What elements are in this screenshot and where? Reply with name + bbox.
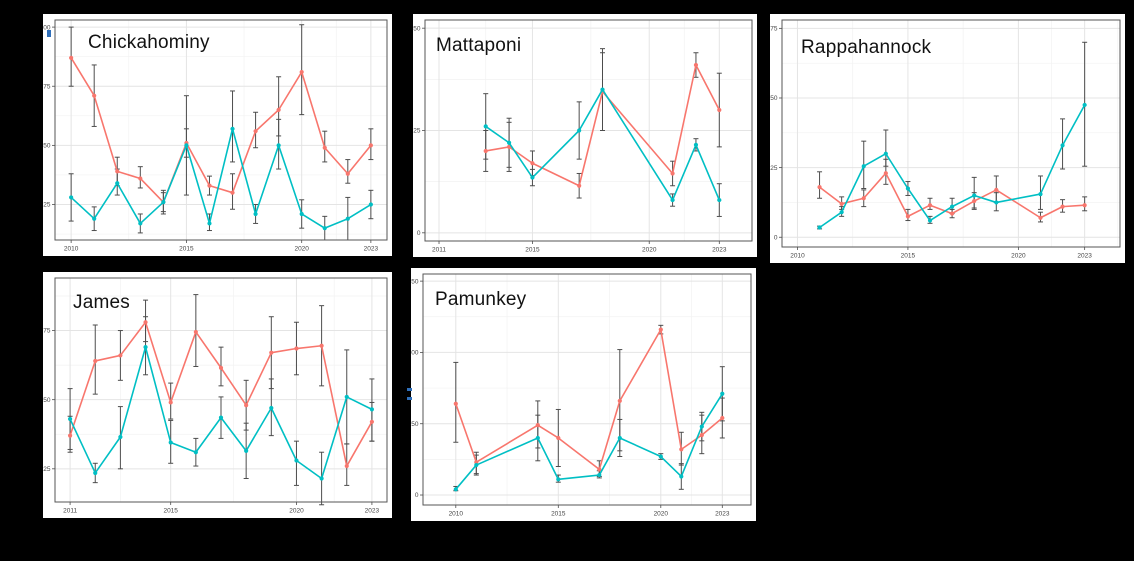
chart-rappahannock-panel: 2010 2015 2020 2023 0 25 50 75 Rappahannock: [770, 14, 1125, 263]
svg-text:2020: 2020: [289, 508, 304, 515]
svg-text:2011: 2011: [63, 508, 77, 515]
chart-pamunkey-panel: 2010 2015 2020 2023 0 50 100 150 Pamunkey: [411, 268, 756, 521]
chart-title-chickahominy: Chickahominy: [88, 32, 210, 53]
svg-text:2011: 2011: [432, 247, 446, 254]
svg-text:2023: 2023: [364, 246, 379, 253]
svg-text:2020: 2020: [1011, 253, 1026, 260]
svg-text:2023: 2023: [712, 247, 727, 254]
svg-text:50: 50: [411, 421, 419, 428]
mattaponi-plot: 2011 2015 2020 2023 0 25 50: [413, 19, 753, 254]
svg-text:50: 50: [43, 397, 51, 404]
svg-text:75: 75: [43, 83, 51, 90]
chart-james-panel: 2011 2015 2020 2023 25 50 75 James: [43, 272, 392, 518]
selection-dash-artifact: [407, 397, 412, 400]
svg-text:2023: 2023: [1077, 253, 1092, 260]
chart-chickahominy-panel: 2010 2015 2020 2023 25 50 75 100 Chickahominy: [43, 14, 392, 256]
svg-text:0: 0: [415, 492, 419, 499]
chart-title-mattaponi: Mattaponi: [436, 35, 522, 56]
svg-text:2015: 2015: [901, 253, 916, 260]
svg-text:2010: 2010: [449, 511, 464, 518]
chart-title-james: James: [73, 292, 130, 313]
chart-title-pamunkey: Pamunkey: [435, 289, 527, 310]
pamunkey-plot: 2010 2015 2020 2023 0 50 100 150: [411, 273, 752, 518]
svg-text:75: 75: [43, 328, 51, 335]
svg-text:2010: 2010: [790, 253, 805, 260]
svg-text:25: 25: [770, 165, 778, 172]
svg-text:0: 0: [774, 234, 778, 241]
james-plot: 2011 2015 2020 2023 25 50 75: [43, 277, 388, 515]
svg-text:100: 100: [43, 24, 51, 31]
svg-text:2010: 2010: [64, 246, 79, 253]
svg-text:2015: 2015: [525, 247, 540, 254]
svg-text:25: 25: [413, 128, 421, 135]
selection-dash-artifact: [407, 388, 412, 391]
svg-text:2015: 2015: [551, 511, 566, 518]
svg-text:50: 50: [43, 143, 51, 150]
svg-text:2020: 2020: [642, 247, 657, 254]
chart-title-rappahannock: Rappahannock: [801, 37, 932, 58]
svg-text:2020: 2020: [294, 246, 309, 253]
svg-text:150: 150: [411, 278, 419, 285]
svg-text:2015: 2015: [179, 246, 194, 253]
chickahominy-plot: 2010 2015 2020 2023 25 50 75 100: [43, 19, 388, 253]
selection-cursor-artifact: [47, 30, 51, 37]
chart-mattaponi-panel: 2011 2015 2020 2023 0 25 50 Mattaponi: [413, 14, 757, 257]
svg-text:50: 50: [413, 25, 421, 32]
svg-text:0: 0: [417, 230, 421, 237]
svg-text:100: 100: [411, 350, 419, 357]
svg-text:2023: 2023: [715, 511, 730, 518]
svg-text:2023: 2023: [365, 508, 380, 515]
svg-text:75: 75: [770, 26, 778, 33]
svg-text:25: 25: [43, 466, 51, 473]
svg-text:25: 25: [43, 202, 51, 209]
svg-text:50: 50: [770, 95, 778, 102]
rappahannock-plot: 2010 2015 2020 2023 0 25 50 75: [770, 19, 1121, 260]
svg-text:2015: 2015: [163, 508, 178, 515]
svg-text:2020: 2020: [654, 511, 669, 518]
